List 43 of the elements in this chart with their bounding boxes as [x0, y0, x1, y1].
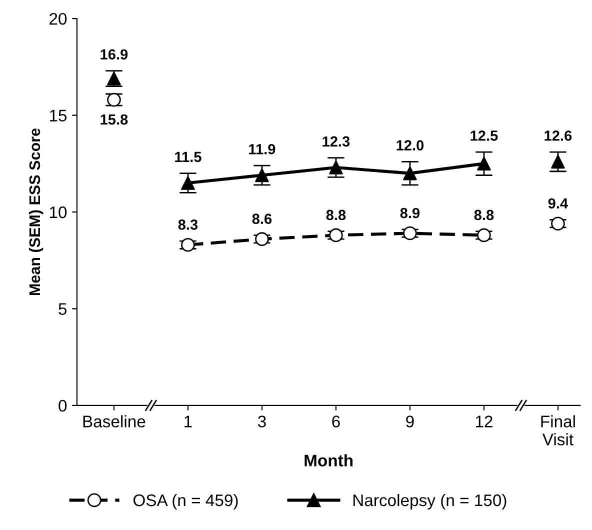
- point: [477, 156, 491, 171]
- legend-label: Narcolepsy (n = 150): [353, 494, 506, 510]
- legend-label: OSA (n = 459): [133, 494, 238, 510]
- y-axis-title: Mean (SEM) ESS Score: [28, 128, 44, 296]
- data-label: 8.9: [400, 208, 420, 218]
- point: [551, 154, 565, 169]
- x-tick-label: 6: [332, 416, 340, 428]
- point: [403, 226, 417, 240]
- data-label: 15.8: [100, 114, 128, 125]
- y-tick-label: 10: [50, 206, 67, 218]
- x-tick-label: Final Visit: [541, 415, 575, 446]
- x-tick-label: 1: [184, 416, 192, 428]
- x-tick-label: 3: [258, 416, 266, 428]
- point: [181, 176, 195, 190]
- y-tick-label: 15: [50, 110, 67, 122]
- y-tick-label: 0: [58, 400, 67, 412]
- x-tick-label: Baseline: [83, 415, 146, 428]
- data-label: 8.8: [474, 210, 494, 220]
- point: [551, 216, 565, 231]
- data-label: 12.6: [544, 130, 572, 141]
- data-label: 11.9: [249, 144, 276, 154]
- data-label: 8.3: [178, 219, 198, 230]
- x-tick-label: 9: [406, 416, 414, 428]
- data-label: 12.5: [470, 130, 498, 141]
- data-label: 16.9: [100, 49, 128, 60]
- point: [329, 228, 343, 242]
- point: [255, 168, 269, 182]
- point: [255, 232, 269, 246]
- data-label: 12.3: [322, 136, 350, 147]
- data-label: 11.5: [175, 152, 202, 162]
- data-label: 12.0: [396, 140, 424, 150]
- point: [107, 92, 121, 107]
- point: [181, 238, 195, 252]
- data-label: 9.4: [548, 198, 568, 209]
- x-axis-title: Month: [304, 454, 353, 466]
- data-label: 8.8: [326, 210, 346, 220]
- y-tick-label: 5: [58, 303, 67, 315]
- point: [477, 228, 491, 242]
- point: [329, 160, 343, 174]
- point: [403, 166, 417, 180]
- x-tick-label: 12: [476, 416, 492, 428]
- data-label: 8.6: [252, 214, 272, 224]
- y-tick-label: 20: [50, 12, 67, 25]
